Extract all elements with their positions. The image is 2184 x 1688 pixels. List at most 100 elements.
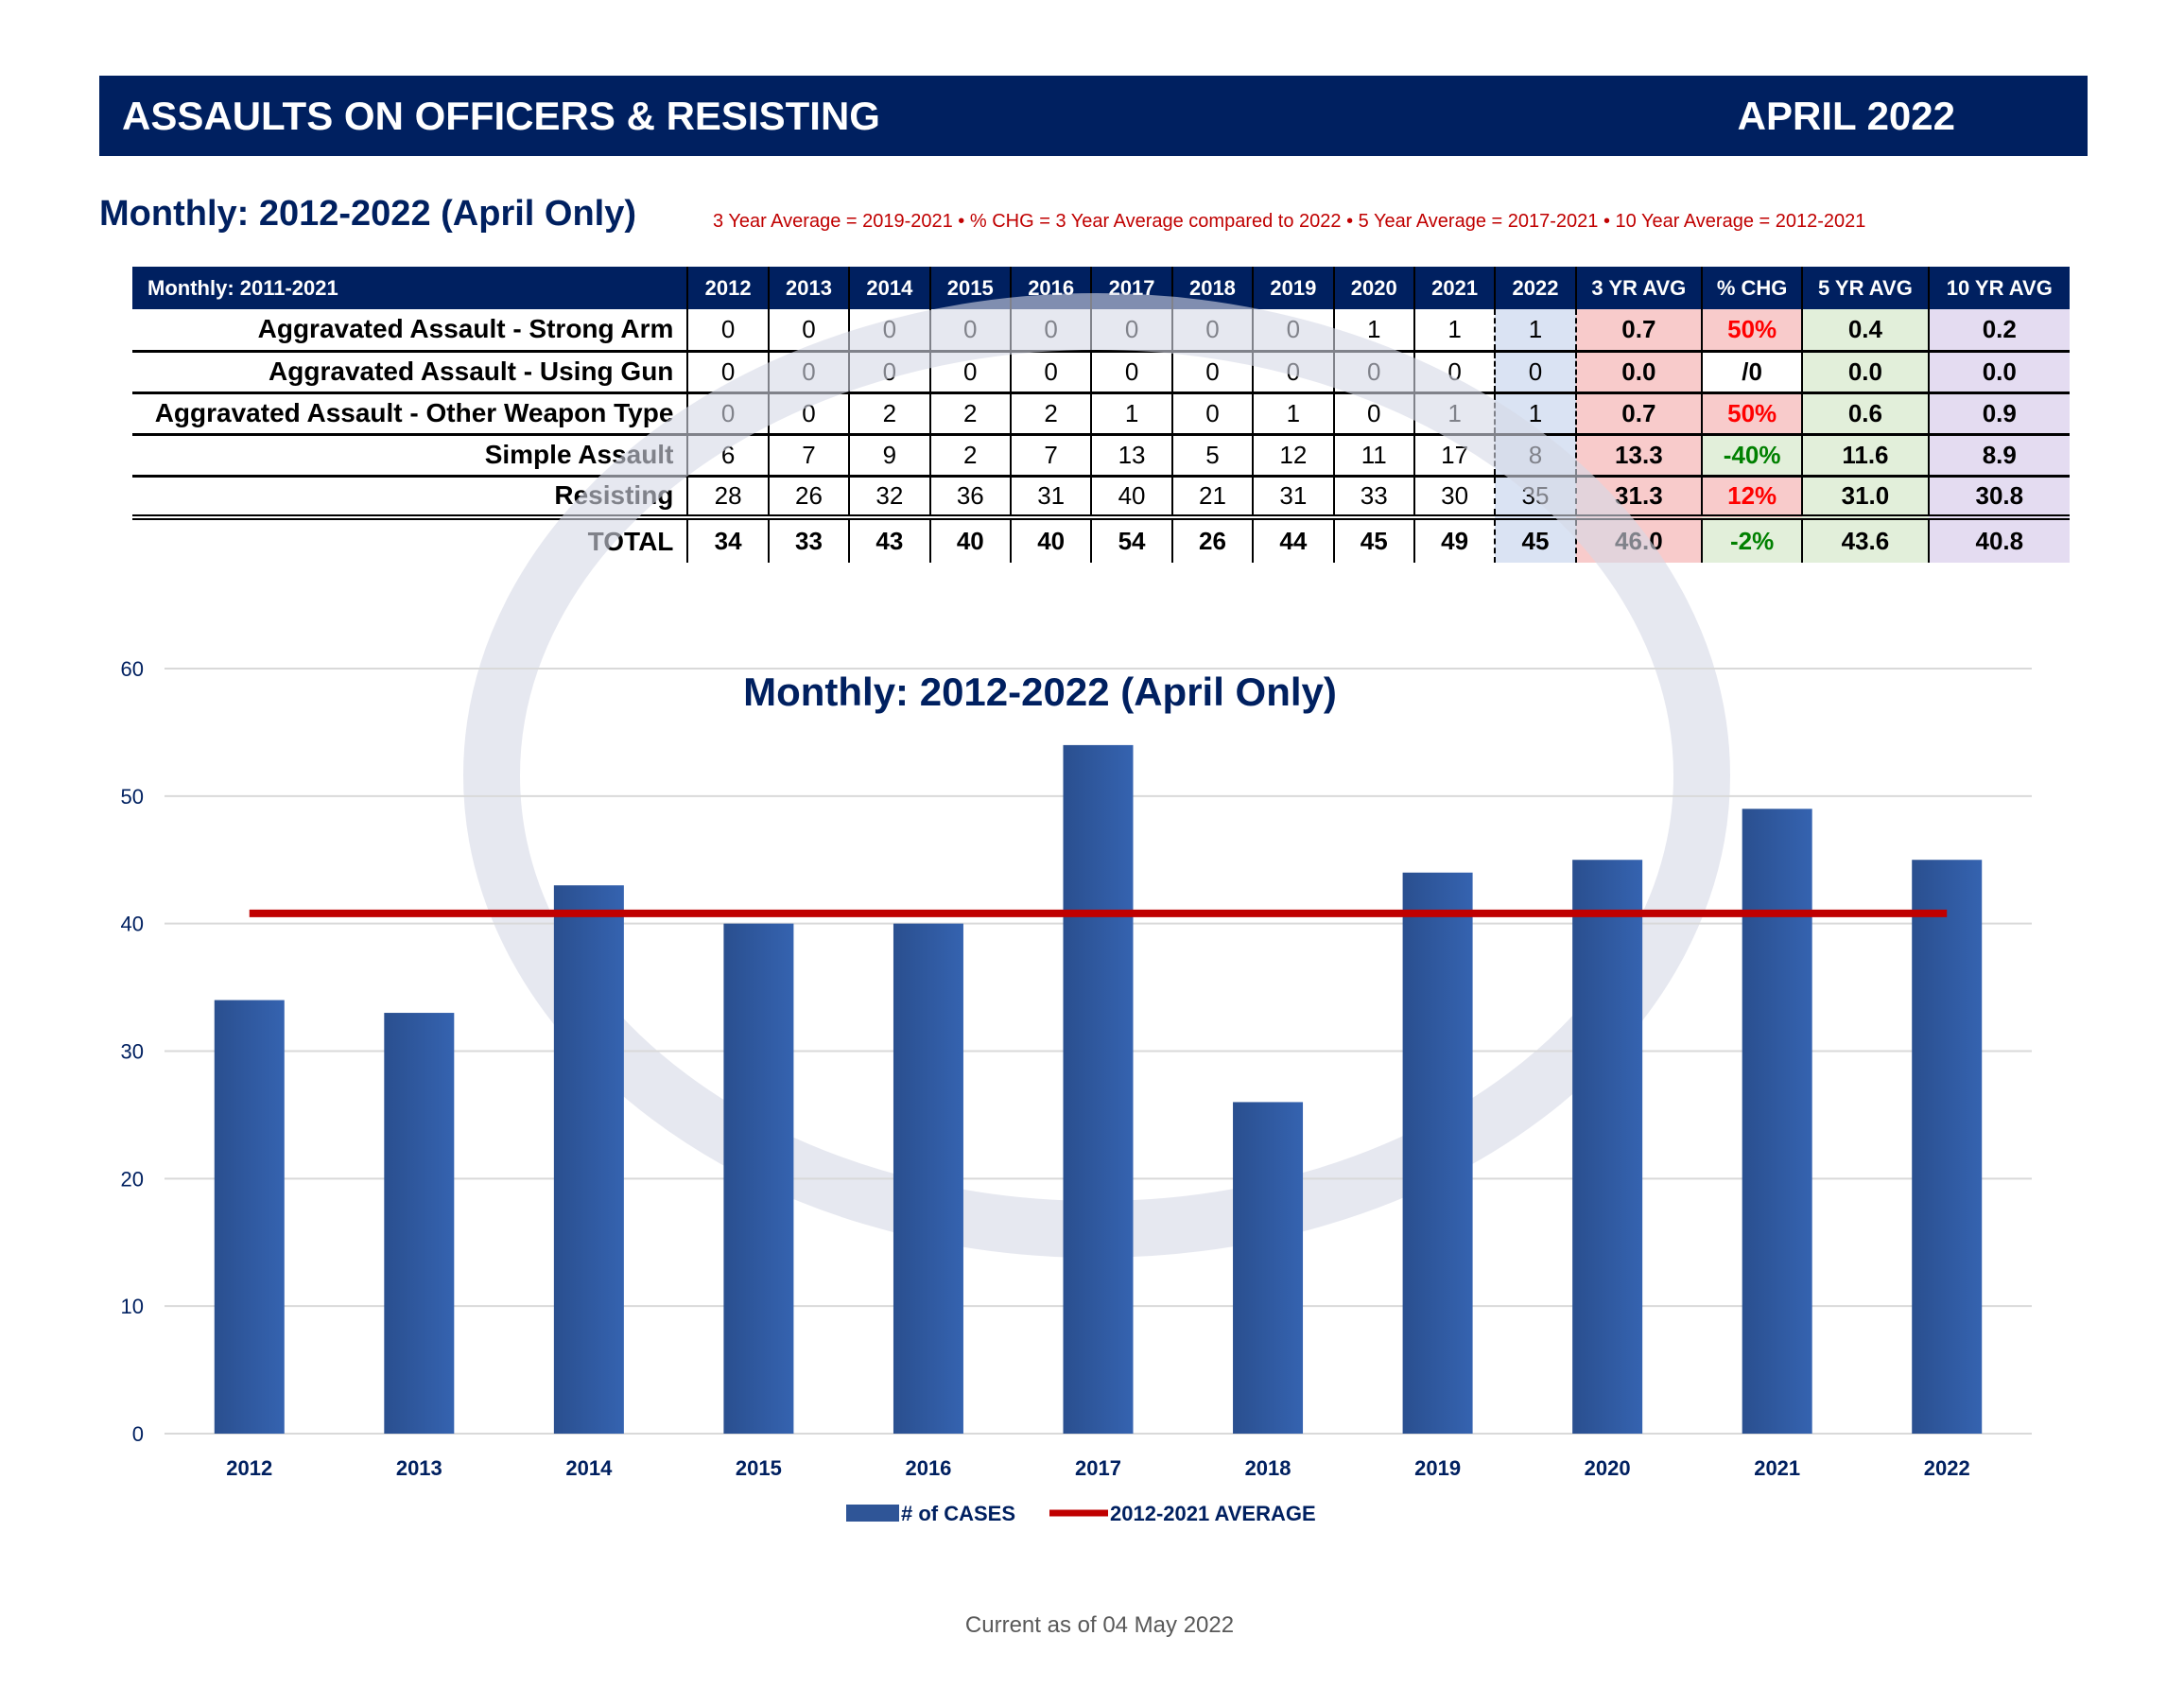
legend-cases-swatch: [846, 1505, 899, 1522]
column-header: 2019: [1252, 267, 1334, 309]
ten-year-avg-cell: 0.2: [1927, 309, 2070, 353]
year-cell: 0: [1170, 392, 1254, 436]
year-cell: 1: [1252, 392, 1334, 436]
column-header: 2013: [767, 267, 850, 309]
ten-year-avg-cell: 40.8: [1927, 514, 2070, 563]
year-cell: 2: [848, 392, 930, 436]
year-cell: 1: [1494, 309, 1576, 353]
x-tick-label: 2012: [226, 1456, 272, 1480]
bar-2015: [723, 923, 794, 1434]
year-cell: 30: [1413, 476, 1496, 519]
year-cell: 26: [1170, 514, 1254, 563]
year-cell: 40: [928, 514, 1011, 563]
year-cell: 13: [1090, 434, 1172, 478]
year-cell: 0: [1009, 351, 1092, 394]
year-cell: 45: [1332, 514, 1414, 563]
year-cell: 7: [767, 434, 850, 478]
y-tick-label: 40: [121, 913, 144, 936]
x-tick-label: 2013: [396, 1456, 442, 1480]
year-cell: 54: [1090, 514, 1172, 563]
bar-2020: [1572, 860, 1643, 1434]
five-year-avg-cell: 11.6: [1801, 434, 1929, 478]
column-header: 3 YR AVG: [1574, 267, 1703, 309]
bar-2021: [1742, 809, 1812, 1434]
x-tick-label: 2022: [1924, 1456, 1970, 1480]
y-tick-label: 30: [121, 1040, 144, 1064]
x-tick-label: 2017: [1075, 1456, 1121, 1480]
percent-change-cell: 50%: [1701, 309, 1803, 353]
bar-2018: [1233, 1102, 1304, 1434]
year-cell: 44: [1252, 514, 1334, 563]
three-year-avg-cell: 0.7: [1574, 392, 1703, 436]
year-cell: 9: [848, 434, 930, 478]
chart-title: Monthly: 2012-2022 (April Only): [743, 670, 1337, 714]
three-year-avg-cell: 13.3: [1574, 434, 1703, 478]
ten-year-avg-cell: 8.9: [1927, 434, 2070, 478]
average-definitions-note: 3 Year Average = 2019-2021 • % CHG = 3 Y…: [713, 211, 1866, 232]
year-cell: 2: [1009, 392, 1092, 436]
year-cell: 1: [1413, 309, 1496, 353]
year-cell: 33: [1332, 476, 1414, 519]
column-header: 5 YR AVG: [1801, 267, 1929, 309]
year-cell: 31: [1252, 476, 1334, 519]
five-year-avg-cell: 0.6: [1801, 392, 1929, 436]
report-period: APRIL 2022: [1737, 93, 1955, 138]
year-cell: 33: [767, 514, 850, 563]
x-tick-label: 2020: [1585, 1456, 1631, 1480]
column-header: 2014: [848, 267, 930, 309]
year-cell: 2: [928, 434, 1011, 478]
year-cell: 31: [1009, 476, 1092, 519]
table-row: Aggravated Assault - Other Weapon Type 0 0…: [132, 392, 2070, 436]
x-tick-label: 2015: [736, 1456, 782, 1480]
bar-2017: [1063, 744, 1134, 1434]
column-header: 2012: [686, 267, 769, 309]
percent-change-cell: 50%: [1701, 392, 1803, 436]
column-header: 2020: [1332, 267, 1414, 309]
bar-2012: [214, 1000, 285, 1434]
y-tick-label: 50: [121, 785, 144, 809]
column-header: 2018: [1170, 267, 1254, 309]
year-cell: 21: [1170, 476, 1254, 519]
section-subtitle: Monthly: 2012-2022 (April Only): [99, 194, 637, 234]
year-cell: 40: [1090, 476, 1172, 519]
x-tick-label: 2018: [1245, 1456, 1291, 1480]
x-tick-label: 2014: [565, 1456, 613, 1480]
column-header: Monthly: 2011-2021: [132, 267, 688, 309]
year-cell: 49: [1413, 514, 1496, 563]
current-as-of: Current as of 04 May 2022: [964, 1612, 1235, 1638]
x-tick-label: 2021: [1754, 1456, 1800, 1480]
year-cell: 45: [1494, 514, 1576, 563]
year-cell: 34: [686, 514, 769, 563]
y-tick-label: 0: [132, 1422, 144, 1446]
percent-change-cell: -2%: [1701, 514, 1803, 563]
column-header: 2022: [1494, 267, 1576, 309]
five-year-avg-cell: 31.0: [1801, 476, 1929, 519]
x-tick-label: 2019: [1414, 1456, 1461, 1480]
column-header: 2021: [1413, 267, 1496, 309]
five-year-avg-cell: 0.4: [1801, 309, 1929, 353]
bar-2013: [384, 1013, 455, 1434]
year-cell: 2: [928, 392, 1011, 436]
bar-2014: [553, 885, 624, 1434]
year-cell: 36: [928, 476, 1011, 519]
year-cell: 0: [686, 309, 769, 353]
ten-year-avg-cell: 30.8: [1927, 476, 2070, 519]
bar-2019: [1402, 872, 1473, 1434]
bar-2022: [1912, 860, 1983, 1434]
x-tick-label: 2016: [905, 1456, 951, 1480]
year-cell: 11: [1332, 434, 1414, 478]
year-cell: 7: [1009, 434, 1092, 478]
row-label: Aggravated Assault - Strong Arm: [132, 309, 688, 353]
year-cell: 5: [1170, 434, 1254, 478]
year-cell: 0: [767, 309, 850, 353]
row-label: Aggravated Assault - Using Gun: [132, 351, 688, 394]
three-year-avg-cell: 0.0: [1574, 351, 1703, 394]
header-banner: ASSAULTS ON OFFICERS & RESISTING APRIL 2…: [99, 76, 2088, 156]
year-cell: 28: [686, 476, 769, 519]
percent-change-cell: 12%: [1701, 476, 1803, 519]
ten-year-avg-cell: 0.9: [1927, 392, 2070, 436]
percent-change-cell: /0: [1701, 351, 1803, 394]
year-cell: 0: [1090, 351, 1172, 394]
legend-average-label: 2012-2021 AVERAGE: [1110, 1502, 1316, 1525]
